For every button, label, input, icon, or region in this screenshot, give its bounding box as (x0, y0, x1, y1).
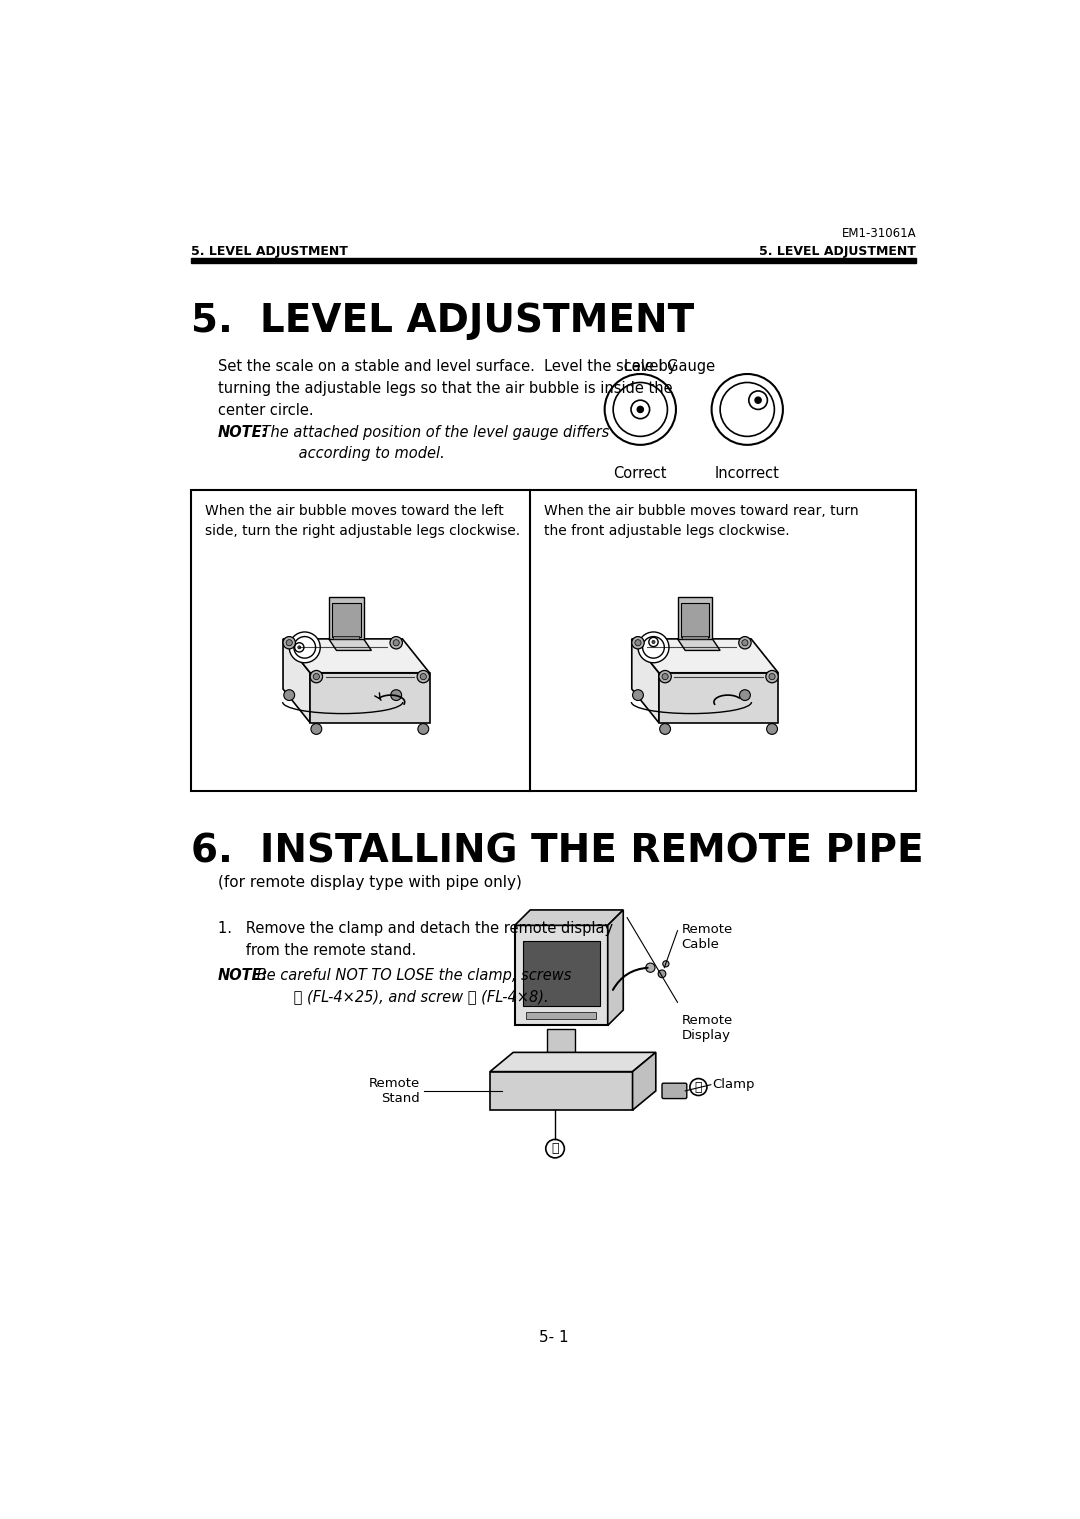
Polygon shape (515, 910, 623, 925)
Circle shape (417, 670, 430, 682)
Text: Be careful NOT TO LOSE the clamp, screws
         Ⓐ (FL-4×25), and screw Ⓑ (FL-4: Be careful NOT TO LOSE the clamp, screws… (252, 968, 571, 1004)
Bar (680, 603, 710, 636)
Circle shape (659, 670, 672, 682)
Circle shape (663, 960, 669, 968)
Circle shape (418, 723, 429, 734)
Bar (515, 925, 608, 1025)
Text: Correct: Correct (613, 466, 667, 480)
Text: 5.  LEVEL ADJUSTMENT: 5. LEVEL ADJUSTMENT (191, 302, 694, 340)
Text: 5. LEVEL ADJUSTMENT: 5. LEVEL ADJUSTMENT (191, 246, 348, 258)
Text: NOTE:: NOTE: (218, 425, 269, 441)
Circle shape (391, 690, 402, 700)
Circle shape (284, 690, 295, 700)
Circle shape (658, 971, 666, 978)
Bar (526, 1012, 596, 1019)
Text: Clamp: Clamp (713, 1078, 755, 1091)
Circle shape (652, 641, 656, 644)
Bar (191, 491, 916, 790)
Text: EM1-31061A: EM1-31061A (841, 226, 916, 240)
Circle shape (420, 673, 427, 679)
Circle shape (635, 639, 642, 646)
Text: When the air bubble moves toward the left
side, turn the right adjustable legs c: When the air bubble moves toward the lef… (205, 504, 519, 538)
Circle shape (393, 639, 400, 646)
Polygon shape (283, 639, 310, 723)
Circle shape (769, 673, 775, 679)
Bar (683, 636, 707, 639)
FancyBboxPatch shape (662, 1083, 687, 1098)
Polygon shape (677, 639, 720, 650)
Polygon shape (659, 673, 779, 723)
Polygon shape (677, 597, 713, 639)
Text: Level Gauge: Level Gauge (624, 360, 715, 374)
Text: Remote
Display: Remote Display (681, 1013, 732, 1042)
Circle shape (646, 963, 656, 972)
Text: Ⓐ: Ⓐ (551, 1142, 558, 1154)
Circle shape (660, 723, 671, 734)
Text: The attached position of the level gauge differs
         according to model.: The attached position of the level gauge… (257, 425, 609, 462)
Text: Remote
Stand: Remote Stand (369, 1077, 420, 1104)
Text: Set the scale on a stable and level surface.  Level the scale by
turning the adj: Set the scale on a stable and level surf… (218, 360, 676, 418)
Circle shape (766, 670, 779, 682)
Circle shape (662, 673, 669, 679)
Circle shape (755, 396, 761, 403)
Polygon shape (632, 639, 779, 673)
Polygon shape (608, 910, 623, 1025)
Text: NOTE:: NOTE: (218, 968, 269, 983)
Circle shape (390, 636, 403, 649)
Text: 1.   Remove the clamp and detach the remote display
      from the remote stand.: 1. Remove the clamp and detach the remot… (218, 922, 613, 958)
Text: (for remote display type with pipe only): (for remote display type with pipe only) (218, 875, 522, 890)
Text: Ⓑ: Ⓑ (694, 1080, 702, 1094)
Bar (332, 603, 361, 636)
Circle shape (633, 690, 644, 700)
Circle shape (286, 639, 293, 646)
Bar (548, 1030, 576, 1071)
Polygon shape (328, 639, 372, 650)
Polygon shape (490, 1071, 633, 1110)
Polygon shape (283, 639, 430, 673)
Circle shape (632, 636, 644, 649)
Bar (523, 940, 600, 1006)
Text: Remote
Cable: Remote Cable (681, 924, 732, 951)
Polygon shape (632, 639, 659, 723)
Text: Incorrect: Incorrect (715, 466, 780, 480)
Circle shape (742, 639, 748, 646)
Circle shape (311, 723, 322, 734)
Polygon shape (633, 1053, 656, 1110)
Text: When the air bubble moves toward rear, turn
the front adjustable legs clockwise.: When the air bubble moves toward rear, t… (544, 504, 859, 538)
Text: 5- 1: 5- 1 (539, 1329, 568, 1344)
Circle shape (739, 636, 751, 649)
Circle shape (767, 723, 778, 734)
Text: 6.  INSTALLING THE REMOTE PIPE: 6. INSTALLING THE REMOTE PIPE (191, 832, 923, 870)
Bar (334, 636, 359, 639)
Polygon shape (490, 1053, 656, 1071)
Text: 5. LEVEL ADJUSTMENT: 5. LEVEL ADJUSTMENT (759, 246, 916, 258)
Bar (191, 258, 916, 263)
Circle shape (313, 673, 320, 679)
Circle shape (740, 690, 751, 700)
Circle shape (283, 636, 296, 649)
Circle shape (638, 632, 669, 662)
Circle shape (310, 670, 323, 682)
Circle shape (637, 407, 644, 413)
Circle shape (298, 646, 301, 649)
Circle shape (289, 632, 321, 662)
Polygon shape (310, 673, 430, 723)
Polygon shape (328, 597, 364, 639)
